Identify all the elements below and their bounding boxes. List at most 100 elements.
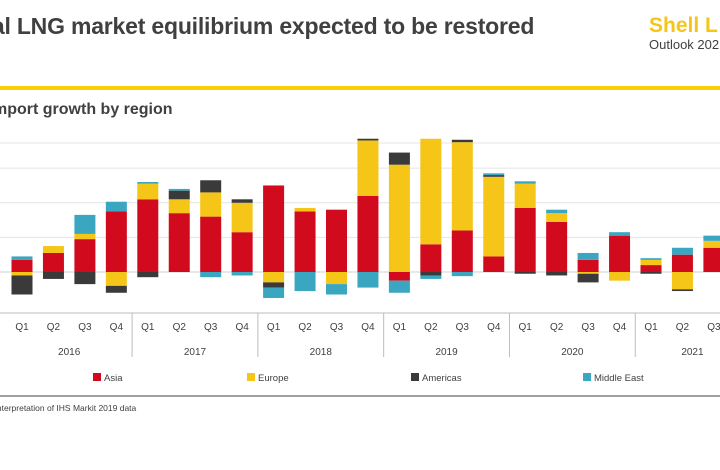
- bar-segment-europe: [231, 202, 253, 233]
- bar-segment-middle-east: [168, 188, 190, 191]
- bar-segment-europe: [420, 138, 442, 245]
- legend-swatch: [93, 373, 101, 381]
- x-tick-label: Q4: [361, 322, 375, 333]
- bar-segment-middle-east: [703, 235, 720, 241]
- year-label: 2016: [58, 347, 81, 358]
- year-label: 2018: [310, 347, 333, 358]
- x-tick-label: Q1: [15, 322, 29, 333]
- bar-segment-asia: [326, 209, 347, 272]
- bar-segment-asia: [74, 239, 96, 272]
- bar-segment-asia: [231, 232, 253, 272]
- bar-segment-middle-east: [451, 272, 473, 277]
- brand-block: Shell L Outlook 202: [649, 14, 719, 53]
- bar-segment-asia: [357, 195, 379, 272]
- bar-segment-europe: [263, 272, 285, 283]
- bar-segment-americas: [200, 180, 222, 193]
- bar-segment-europe: [294, 207, 316, 212]
- bar-segment-europe: [577, 272, 599, 274]
- bar-segment-americas: [231, 199, 253, 203]
- x-tick-label: Q4: [110, 322, 124, 333]
- bar-segment-europe: [483, 176, 505, 257]
- bar-segment-americas: [74, 272, 96, 285]
- bar-segment-europe: [671, 272, 693, 290]
- x-tick-label: Q1: [519, 322, 533, 333]
- chart-subtitle: mport growth by region: [0, 101, 173, 118]
- x-tick-label: Q3: [78, 322, 92, 333]
- bar-segment-middle-east: [483, 173, 505, 176]
- brand-logo-text: Shell L: [649, 14, 718, 37]
- bar-segment-middle-east: [357, 272, 379, 288]
- bar-segment-europe: [640, 259, 662, 266]
- x-tick-label: Q4: [487, 322, 501, 333]
- legend-swatch: [411, 373, 419, 381]
- x-tick-label: Q3: [581, 322, 595, 333]
- x-tick-label: Q3: [456, 322, 470, 333]
- bar-segment-asia: [514, 207, 536, 272]
- bar-segment-asia: [42, 252, 64, 272]
- bar-segment-asia: [11, 259, 33, 272]
- bar-segment-americas: [168, 190, 190, 200]
- bar-segment-middle-east: [420, 275, 442, 279]
- legend-swatch: [583, 373, 591, 381]
- bar-segment-europe: [514, 183, 536, 208]
- bar-segment-americas: [11, 275, 33, 295]
- x-tick-label: Q1: [141, 322, 155, 333]
- bar-segment-asia: [671, 254, 693, 272]
- bar-segment-middle-east: [137, 182, 159, 184]
- bar-segment-middle-east: [514, 181, 536, 184]
- x-tick-label: Q1: [644, 322, 658, 333]
- bar-segment-americas: [42, 272, 64, 279]
- bar-segment-asia: [420, 244, 442, 272]
- legend: Asia Europe Americas Middle East: [93, 373, 644, 384]
- bar-segment-americas: [577, 273, 599, 283]
- legend-swatch: [247, 373, 255, 381]
- x-tick-label: Q2: [424, 322, 438, 333]
- x-tick-label: Q1: [267, 322, 281, 333]
- bar-segment-europe: [546, 213, 568, 222]
- bar-segment-americas: [640, 272, 662, 274]
- bar-segment-americas: [263, 282, 285, 288]
- bar-segment-asia: [640, 265, 662, 272]
- bar-segment-middle-east: [388, 280, 410, 293]
- source-note: interpretation of IHS Markit 2019 data: [0, 403, 137, 413]
- legend-label: Asia: [104, 373, 123, 384]
- bar-segment-europe: [11, 272, 33, 276]
- bar-segment-europe: [105, 272, 127, 286]
- legend-label: Europe: [258, 373, 289, 384]
- bar-segment-americas: [451, 139, 473, 143]
- bar-segment-europe: [74, 233, 96, 240]
- bar-segment-asia: [105, 211, 127, 272]
- bar-segment-middle-east: [200, 272, 222, 278]
- bar-segment-middle-east: [546, 209, 568, 214]
- bar-segment-asia: [609, 235, 631, 272]
- bar-segment-americas: [546, 272, 568, 276]
- bar-segment-asia: [451, 230, 473, 272]
- bar-segment-middle-east: [263, 287, 285, 298]
- x-tick-label: Q2: [173, 322, 187, 333]
- x-tick-label: Q4: [613, 322, 627, 333]
- x-tick-label: Q2: [676, 322, 690, 333]
- bar-segment-europe: [357, 140, 379, 196]
- bar-segment-asia: [483, 256, 505, 272]
- x-tick-label: Q3: [330, 322, 344, 333]
- bar-segment-middle-east: [609, 232, 631, 236]
- bar-segment-asia: [200, 216, 222, 272]
- bar-segment-europe: [326, 272, 347, 285]
- bar-segment-middle-east: [105, 201, 127, 212]
- bar-segment-europe: [137, 183, 159, 200]
- bar-segment-asia: [577, 259, 599, 272]
- year-label: 2020: [561, 347, 584, 358]
- bar-segment-middle-east: [326, 284, 347, 295]
- bar-segment-europe: [200, 192, 222, 217]
- bar-segment-europe: [609, 272, 631, 281]
- x-tick-label: Q4: [235, 322, 249, 333]
- bar-segment-middle-east: [640, 258, 662, 260]
- legend-label: Americas: [422, 373, 462, 384]
- bar-segment-americas: [105, 285, 127, 293]
- x-tick-label: Q2: [47, 322, 61, 333]
- bar-segment-asia: [546, 221, 568, 272]
- bar-segment-middle-east: [11, 256, 33, 260]
- bar-segment-middle-east: [577, 252, 599, 260]
- bars-layer: [11, 138, 720, 298]
